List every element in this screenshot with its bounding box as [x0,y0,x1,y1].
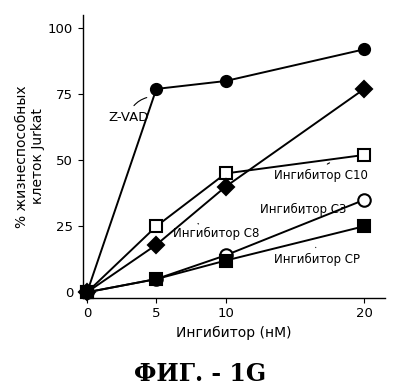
Text: Ингибитор С8: Ингибитор С8 [173,223,259,240]
Text: Ингибитор С3: Ингибитор С3 [260,203,347,216]
Text: Ингибитор СР: Ингибитор СР [274,247,360,266]
Text: Z-VAD: Z-VAD [108,98,148,124]
Text: ФИГ. - 1G: ФИГ. - 1G [134,362,266,386]
Y-axis label: % жизнеспособных
клеток Jurkat: % жизнеспособных клеток Jurkat [15,85,45,228]
Text: Ингибитор С10: Ингибитор С10 [274,163,368,182]
X-axis label: Ингибитор (нМ): Ингибитор (нМ) [176,326,292,340]
